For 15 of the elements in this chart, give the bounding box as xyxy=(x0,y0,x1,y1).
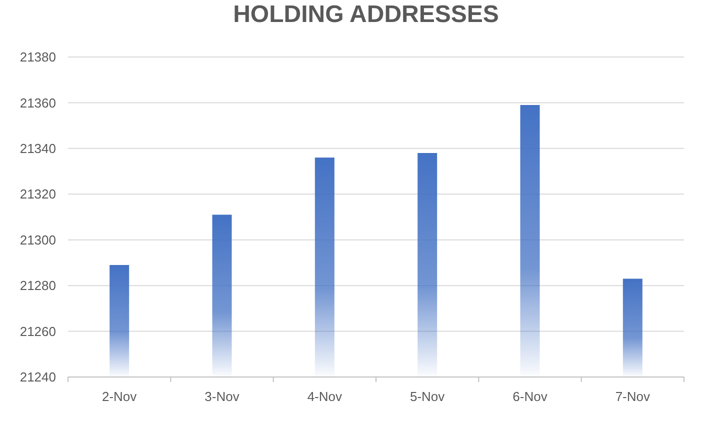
x-tick-label: 3-Nov xyxy=(204,389,240,404)
chart-title: HOLDING ADDRESSES xyxy=(233,1,499,28)
x-tick-label: 7-Nov xyxy=(615,389,650,404)
y-tick-label: 21260 xyxy=(20,324,56,339)
x-tick-label: 4-Nov xyxy=(307,389,342,404)
y-tick-label: 21320 xyxy=(20,186,56,202)
x-tick-label: 6-Nov xyxy=(512,389,548,404)
y-tick-label: 21380 xyxy=(20,50,56,65)
y-tick-label: 21360 xyxy=(20,95,56,110)
x-tick-label: 5-Nov xyxy=(410,389,446,404)
x-tick-label: 2-Nov xyxy=(102,389,138,404)
y-tick-label: 21340 xyxy=(20,140,56,156)
y-tick-label: 21240 xyxy=(20,370,56,385)
y-tick-label: 21280 xyxy=(20,278,56,294)
y-tick-label: 21300 xyxy=(20,232,56,248)
